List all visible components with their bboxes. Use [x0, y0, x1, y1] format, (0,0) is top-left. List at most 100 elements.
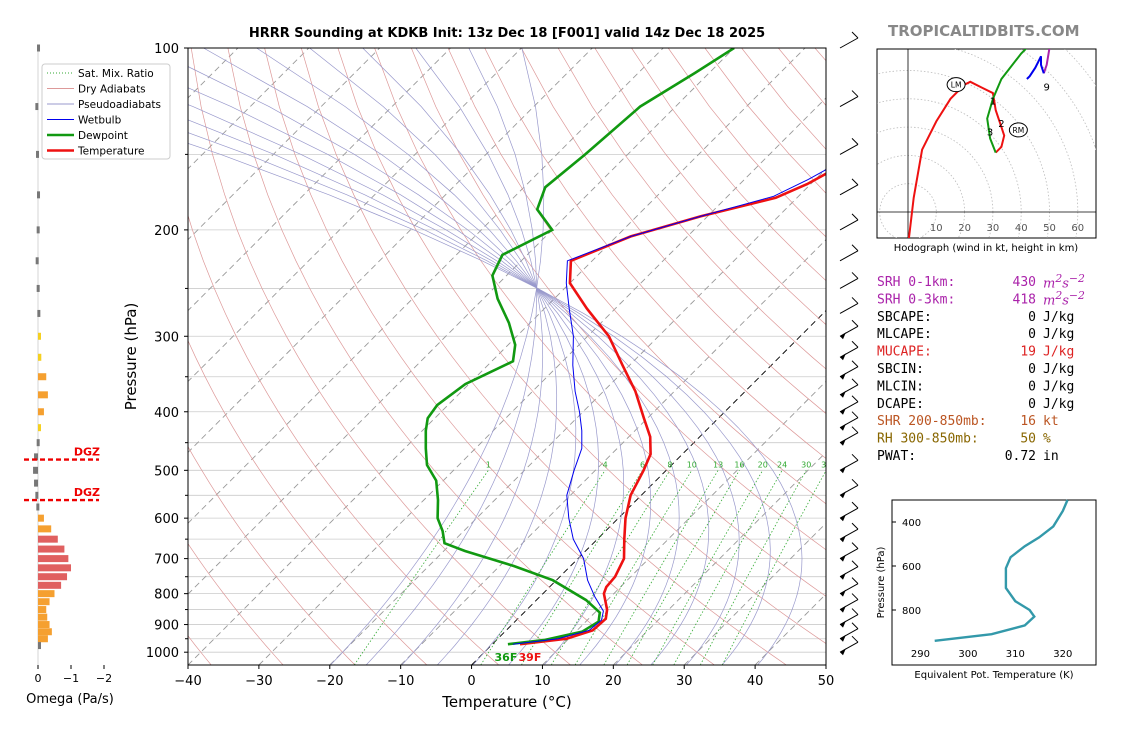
dry-adiabat-line: [188, 339, 428, 665]
index-label: PWAT:: [877, 449, 916, 464]
omega-bar: [38, 424, 41, 432]
y-tick-label: 500: [154, 464, 179, 479]
wind-barb: [839, 250, 859, 262]
dry-adiabat-line: [188, 543, 284, 665]
index-value: 0: [1028, 362, 1036, 377]
dry-adiabat-line: [410, 48, 826, 551]
mixing-ratio-label: 16: [734, 460, 744, 469]
y-tick-label: 800: [154, 588, 179, 603]
isotherm-line: [329, 168, 826, 665]
wind-barb-pennant: [840, 589, 846, 597]
index-unit: %: [1043, 432, 1051, 447]
surface-temperature-label: 39F: [519, 651, 542, 664]
omega-bar: [37, 44, 41, 52]
mixing-ratio-line: [699, 470, 807, 665]
theta-e-frame: [891, 499, 1097, 666]
hodograph-motion-label: RM: [1013, 126, 1025, 135]
wind-barb-flag: [851, 635, 859, 643]
omega-bar: [38, 564, 71, 572]
index-label: SBCAPE:: [877, 310, 932, 325]
wind-barb: [839, 219, 859, 231]
index-value: 430: [1013, 275, 1036, 290]
mixing-ratio-line: [480, 470, 606, 665]
omega-bar: [36, 284, 40, 292]
legend-entry: Wetbulb: [78, 115, 122, 127]
dry-adiabat-line: [447, 48, 826, 505]
hodograph-motion-label: LM: [951, 81, 962, 90]
legend-entry: Pseudoadiabats: [78, 99, 161, 111]
wind-barb-flag: [851, 378, 859, 386]
dry-adiabat-line: [300, 48, 787, 665]
dry-adiabat-line: [264, 48, 715, 665]
figure-title: HRRR Sounding at KDKB Init: 13z Dec 18 […: [248, 26, 766, 41]
theta-e-x-axis-label: Equivalent Pot. Temperature (K): [914, 670, 1073, 681]
isotherm-line: [188, 48, 735, 595]
hodograph-height-label: 9: [1043, 82, 1049, 93]
mixing-ratio-label: 30: [801, 460, 811, 469]
wind-barb-flag: [851, 453, 859, 461]
index-unit-text: m2s−2: [1043, 272, 1085, 291]
omega-bar: [38, 621, 50, 629]
hodograph-tick-label: 10: [930, 223, 943, 234]
wind-barb-pennant: [840, 372, 846, 380]
hodograph-caption: Hodograph (wind in kt, height in km): [894, 243, 1079, 254]
index-value: 0: [1028, 379, 1036, 394]
hodograph-motion-marker: [1008, 122, 1028, 138]
legend-entry: Dewpoint: [78, 130, 128, 142]
omega-bar: [35, 491, 39, 499]
wind-barb-pennant: [840, 438, 846, 446]
theta-e-x-tick-label: 320: [1053, 649, 1072, 660]
x-tick-label: 20: [605, 674, 622, 689]
omega-bar: [34, 453, 38, 461]
theta-e-y-tick-label: 400: [902, 518, 921, 529]
wind-barb-flag: [851, 608, 859, 615]
pseudoadiabat-line: [188, 66, 652, 665]
dry-adiabat-line: [190, 48, 571, 665]
pseudoadiabat-line: [188, 87, 680, 665]
wind-barb-flag: [851, 560, 859, 568]
y-tick-label: 200: [154, 224, 179, 239]
dry-adiabat-line: [337, 48, 826, 645]
legend-entry: Sat. Mix. Ratio: [78, 68, 154, 80]
theta-e-x-tick-label: 310: [1006, 649, 1025, 660]
pseudoadiabat-line: [188, 104, 710, 665]
wind-barb-flag: [851, 411, 859, 419]
wind-barb: [839, 37, 859, 49]
wind-barb-pennant: [840, 353, 846, 361]
y-tick-label: 700: [154, 553, 179, 568]
index-unit: J/kg: [1043, 345, 1074, 360]
omega-x-tick-label: 0: [35, 672, 42, 685]
index-value: 19: [1020, 345, 1036, 360]
y-tick-label: 1000: [146, 646, 179, 661]
index-value: 0: [1028, 327, 1036, 342]
index-unit: J/kg: [1043, 397, 1074, 412]
mixing-ratio-label: 24: [777, 460, 787, 469]
index-unit: m2s−2: [1043, 289, 1085, 309]
wind-barb-flag: [851, 297, 859, 304]
y-tick-label: 100: [154, 42, 179, 57]
theta-e-x-tick-label: 300: [958, 649, 977, 660]
index-unit-text: m2s−2: [1043, 289, 1085, 309]
hodograph-tick-label: 40: [1015, 223, 1028, 234]
x-tick-label: −30: [245, 674, 272, 689]
omega-x-tick-label: −1: [63, 672, 79, 685]
legend-entry: Dry Adiabats: [78, 84, 146, 96]
omega-bar: [38, 590, 55, 598]
pseudoadiabat-line: [188, 143, 803, 665]
hodograph-trace: [1042, 49, 1051, 74]
wind-barb-pennant: [840, 554, 846, 562]
legend: Sat. Mix. Ratio Dry Adiabats Pseudoadiabat…: [41, 63, 171, 160]
wind-barb-pennant: [840, 634, 846, 642]
omega-axis-label: Omega (Pa/s): [26, 692, 114, 707]
index-value: 0: [1028, 397, 1036, 412]
mixing-ratio-label: 20: [758, 460, 768, 469]
hodograph-trace: [986, 49, 1028, 153]
watermark: TROPICALTIDBITS.COM: [888, 22, 1080, 40]
omega-bar: [38, 613, 48, 621]
isotherm-line: [683, 522, 826, 665]
wind-barb-flag: [851, 340, 859, 348]
isotherm-line: [471, 309, 826, 665]
wind-barb-pennant: [840, 572, 846, 580]
legend-entry: Temperature: [77, 146, 145, 158]
